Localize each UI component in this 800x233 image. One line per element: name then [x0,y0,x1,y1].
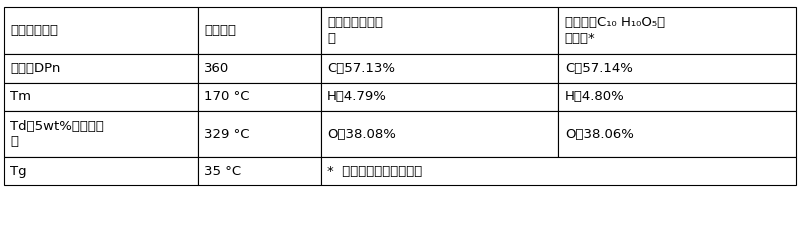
Bar [558,111,796,157]
Bar [4,7,198,54]
Bar [321,82,558,111]
Bar [198,82,321,111]
Text: *  元素组成的理论计算值: * 元素组成的理论计算值 [327,165,422,178]
Text: O：38.06%: O：38.06% [565,127,634,140]
Bar [198,54,321,82]
Text: H：4.80%: H：4.80% [565,90,625,103]
Text: 聚合度DPn: 聚合度DPn [10,62,61,75]
Text: H：4.79%: H：4.79% [327,90,387,103]
Bar [321,54,558,82]
Text: C：57.13%: C：57.13% [327,62,395,75]
Text: 测定结果: 测定结果 [205,24,237,37]
Bar [198,157,321,185]
Text: 物理化学性质: 物理化学性质 [10,24,58,37]
Text: 元素分析测定结
果: 元素分析测定结 果 [327,16,383,45]
Bar [4,111,198,157]
Text: 结构单元C₁₀ H₁₀O₅元
素组成*: 结构单元C₁₀ H₁₀O₅元 素组成* [565,16,665,45]
Bar [4,157,198,185]
Bar [321,157,796,185]
Bar [321,7,558,54]
Bar [4,82,198,111]
Text: Tg: Tg [10,165,27,178]
Text: 329 °C: 329 °C [205,127,250,140]
Bar [4,54,198,82]
Bar [198,111,321,157]
Text: 170 °C: 170 °C [205,90,250,103]
Bar [558,82,796,111]
Bar [198,7,321,54]
Text: 35 °C: 35 °C [205,165,242,178]
Text: Td（5wt%失重温度
）: Td（5wt%失重温度 ） [10,120,104,148]
Bar [558,54,796,82]
Bar [558,7,796,54]
Text: O：38.08%: O：38.08% [327,127,396,140]
Bar [321,111,558,157]
Text: Tm: Tm [10,90,31,103]
Text: 360: 360 [205,62,230,75]
Text: C：57.14%: C：57.14% [565,62,633,75]
